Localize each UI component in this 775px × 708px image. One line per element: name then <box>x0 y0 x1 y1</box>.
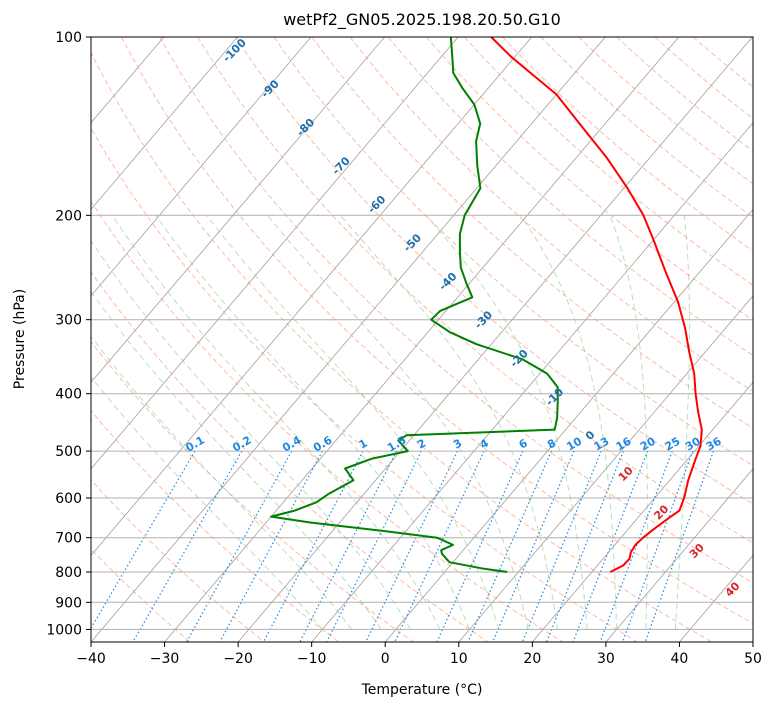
isotherm-line <box>384 208 753 642</box>
dry-adiabat-line <box>387 37 753 357</box>
x-axis: −40 −30 −20 −10 0 10 20 30 40 50 <box>76 642 762 667</box>
moist-adiabat-line <box>111 215 441 630</box>
isotherm-line <box>164 37 680 642</box>
dry-adiabat-line <box>502 37 753 252</box>
mixing-ratio-line <box>91 450 196 630</box>
chart-title: wetPf2_GN05.2025.198.20.50.G10 <box>283 10 561 30</box>
sounding-profiles <box>270 37 703 573</box>
isotherm-line <box>91 37 312 297</box>
dry-adiabat-line <box>121 37 753 625</box>
y-axis-title: Pressure (hPa) <box>12 289 28 389</box>
profile-line <box>270 37 559 573</box>
isotherm-line <box>605 468 753 642</box>
y-axis: 100 200 300 400 500 600 700 800 900 1000 <box>46 30 91 638</box>
dry-adiabat-line <box>616 37 753 152</box>
y-tick-label: 700 <box>55 531 82 547</box>
mixing-ratio-line <box>365 450 459 642</box>
isotherm-line <box>531 381 753 642</box>
isotherm-line <box>237 37 753 642</box>
y-tick-label: 200 <box>55 208 82 224</box>
x-tick-label: 50 <box>744 651 762 667</box>
x-axis-title: Temperature (°C) <box>361 682 483 698</box>
x-tick-label: −30 <box>150 651 180 667</box>
y-tick-label: 100 <box>55 30 82 46</box>
y-tick-label: 800 <box>55 565 82 581</box>
dry-adiabat-line <box>91 271 489 642</box>
dry-adiabat-line <box>159 37 753 584</box>
dry-adiabat-line <box>578 37 753 185</box>
dry-adiabat-line <box>273 37 753 467</box>
mixing-ratio-line <box>521 450 602 642</box>
mixing-ratio-line <box>132 450 243 642</box>
dry-adiabat-line <box>311 37 753 429</box>
plot-frame <box>90 36 754 643</box>
mixing-ratio-line <box>436 450 524 642</box>
x-tick-label: 10 <box>450 651 468 667</box>
mixing-ratio-line <box>622 450 694 642</box>
dry-adiabat-line <box>91 51 713 642</box>
mixing-ratio-line <box>467 450 552 642</box>
x-tick-label: −40 <box>76 651 106 667</box>
mixing-ratio-line <box>219 450 323 642</box>
dry-adiabat-line <box>91 127 638 642</box>
isotherm-line <box>91 37 606 642</box>
dry-adiabat-line <box>235 37 753 505</box>
dry-adiabat-line <box>197 37 753 544</box>
mixing-ratio-line <box>644 450 715 642</box>
y-tick-label: 900 <box>55 595 82 611</box>
dry-adiabat-line <box>91 200 563 642</box>
mixing-ratio-line <box>492 450 575 642</box>
x-tick-label: 40 <box>671 651 689 667</box>
y-tick-label: 300 <box>55 313 82 329</box>
x-tick-label: 30 <box>597 651 615 667</box>
x-tick-label: 20 <box>523 651 541 667</box>
dry-adiabat-line <box>425 37 753 321</box>
isotherm-line <box>458 295 753 642</box>
mixing-ratio-line <box>186 450 293 642</box>
isotherm-line <box>91 37 459 470</box>
x-tick-label: 0 <box>381 651 390 667</box>
moist-adiabat-line <box>267 214 529 630</box>
isotherm-line <box>91 37 533 557</box>
profile-line <box>490 37 703 573</box>
isotherm-line <box>91 37 238 210</box>
y-tick-label: 600 <box>55 491 82 507</box>
x-tick-label: −20 <box>223 651 253 667</box>
y-tick-label: 400 <box>55 387 82 403</box>
y-tick-label: 1000 <box>46 622 82 638</box>
x-tick-label: −10 <box>297 651 327 667</box>
dry-adiabat-line <box>91 479 265 642</box>
mixing-ratio-line <box>394 450 485 642</box>
y-tick-label: 500 <box>55 444 82 460</box>
